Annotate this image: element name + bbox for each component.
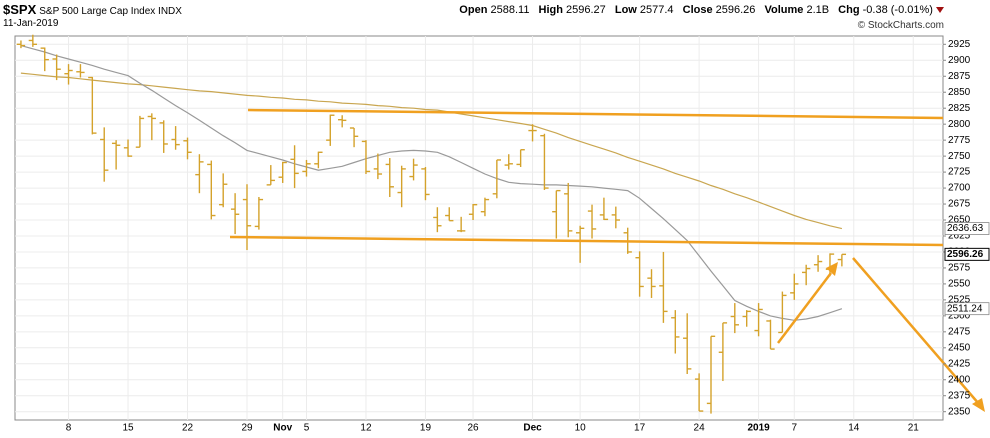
y-tick-label: 2475 xyxy=(948,326,971,337)
x-tick-label: 8 xyxy=(66,423,72,434)
y-tick-label: 2900 xyxy=(948,55,971,66)
x-tick-label: Nov xyxy=(273,423,292,434)
symbol: $SPX xyxy=(3,2,37,17)
price-bars xyxy=(16,34,847,414)
credit: © StockCharts.com xyxy=(857,20,944,31)
stat-value: -0.38 (-0.01%) xyxy=(862,4,933,16)
y-tick-label: 2450 xyxy=(948,342,971,353)
y-tick-label: 2800 xyxy=(948,119,971,130)
y-tick-label: 2750 xyxy=(948,151,971,162)
y-tick-label: 2650 xyxy=(948,215,971,226)
value-tag-box xyxy=(944,247,990,261)
y-tick-label: 2425 xyxy=(948,358,971,369)
moving-average xyxy=(20,45,843,321)
x-tick-label: 7 xyxy=(792,423,798,434)
y-tick-label: 2850 xyxy=(948,87,971,98)
y-tick-label: 2400 xyxy=(948,374,971,385)
resistance-line xyxy=(247,108,944,120)
plot-frame xyxy=(14,35,944,421)
stat-label: Volume xyxy=(764,4,804,16)
x-tick-label: 10 xyxy=(575,423,587,434)
date: 11-Jan-2019 xyxy=(3,18,59,29)
stat-label: Low xyxy=(614,4,637,16)
y-tick-label: 2675 xyxy=(948,199,971,210)
y-tick-label: 2725 xyxy=(948,167,971,178)
value-tag: 2596.26 xyxy=(947,249,984,260)
stat-value: 2577.4 xyxy=(639,4,674,16)
x-tick-label: 14 xyxy=(848,423,860,434)
support-line xyxy=(229,235,944,247)
axis: 2350237524002425245024752500252525502575… xyxy=(66,39,990,434)
stat-label: Close xyxy=(682,4,713,16)
x-tick-label: 2019 xyxy=(747,423,770,434)
arrowhead xyxy=(972,398,985,412)
value-tag: 2636.63 xyxy=(947,223,984,234)
y-tick-label: 2775 xyxy=(948,135,971,146)
arrow-down xyxy=(852,257,980,405)
y-tick-label: 2350 xyxy=(948,406,971,417)
stat-label: Chg xyxy=(838,4,860,16)
y-tick-label: 2875 xyxy=(948,71,971,82)
y-tick-label: 2700 xyxy=(948,183,971,194)
y-tick-label: 2375 xyxy=(948,390,971,401)
stat-value: 2.1B xyxy=(806,4,830,16)
header: $SPX S&P 500 Large Cap Index INDX 11-Jan-… xyxy=(0,0,990,36)
annotations xyxy=(229,108,985,412)
grid xyxy=(15,36,943,420)
arrowhead xyxy=(826,262,838,276)
y-tick-label: 2825 xyxy=(948,103,971,114)
y-tick-label: 2550 xyxy=(948,279,971,290)
value-tag-box xyxy=(944,302,990,316)
x-tick-label: 24 xyxy=(694,423,706,434)
y-tick-label: 2525 xyxy=(948,295,971,306)
y-tick-label: 2600 xyxy=(948,247,971,258)
down-triangle xyxy=(936,7,944,14)
stat-value: 2588.11 xyxy=(490,4,530,16)
y-tick-label: 2575 xyxy=(948,263,971,274)
x-tick-label: 29 xyxy=(241,423,253,434)
x-tick-label: Dec xyxy=(523,423,542,434)
x-tick-label: 21 xyxy=(908,423,920,434)
x-tick-label: 22 xyxy=(182,423,194,434)
y-tick-label: 2925 xyxy=(948,39,971,50)
subtitle: S&P 500 Large Cap Index INDX xyxy=(39,6,182,17)
stat-label: Open xyxy=(459,4,488,16)
stat-label: High xyxy=(538,4,563,16)
arrow-up xyxy=(777,272,832,344)
stat-value: 2596.26 xyxy=(715,4,756,16)
y-tick-label: 2625 xyxy=(948,231,971,242)
x-tick-label: 5 xyxy=(304,423,310,434)
value-tag-box xyxy=(944,222,990,235)
value-tag: 2511.24 xyxy=(947,303,983,314)
x-tick-label: 26 xyxy=(467,423,479,434)
x-tick-label: 15 xyxy=(122,423,134,434)
stats: Open 2588.11 High 2596.27 Low 2577.4 Clo… xyxy=(453,4,944,16)
ma-lines xyxy=(20,45,843,321)
x-tick-label: 17 xyxy=(634,423,646,434)
title-row: $SPX S&P 500 Large Cap Index INDX xyxy=(3,2,182,17)
x-tick-label: 19 xyxy=(420,423,432,434)
x-tick-label: 12 xyxy=(360,423,372,434)
stat-value: 2596.27 xyxy=(566,4,606,16)
moving-average xyxy=(20,72,843,230)
y-tick-label: 2500 xyxy=(948,310,971,321)
